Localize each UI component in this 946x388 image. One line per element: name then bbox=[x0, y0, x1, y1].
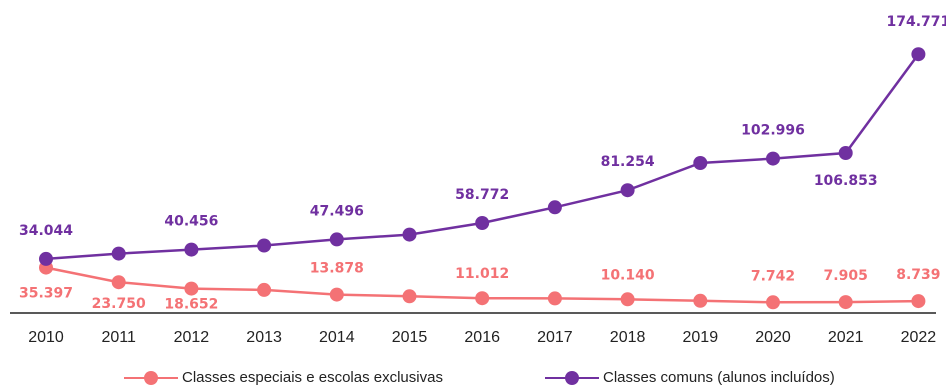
data-point-s1-2022 bbox=[911, 47, 926, 62]
data-point-s0-2014 bbox=[329, 287, 344, 302]
data-label-s1-2010: 34.044 bbox=[19, 223, 73, 239]
data-point-s1-2017 bbox=[547, 200, 562, 215]
data-label-s0-2010: 35.397 bbox=[19, 286, 73, 302]
data-point-s1-2012 bbox=[184, 242, 199, 257]
series-layer bbox=[39, 47, 926, 310]
legend-label-special: Classes especiais e escolas exclusivas bbox=[182, 369, 443, 386]
x-tick-label-2014: 2014 bbox=[319, 329, 355, 346]
data-point-s1-2010 bbox=[39, 251, 53, 266]
data-point-s1-2019 bbox=[693, 156, 708, 170]
x-tick-label-2013: 2013 bbox=[246, 329, 282, 346]
data-point-s0-2021 bbox=[838, 295, 853, 310]
data-label-s0-2021: 7.905 bbox=[824, 268, 868, 284]
data-point-s0-2019 bbox=[693, 293, 708, 308]
x-tick-layer: 2010 2011 2012 2013 2014 2015 2016 2017 2018 2019… bbox=[28, 329, 936, 346]
data-point-s1-2011 bbox=[111, 246, 126, 261]
data-point-s1-2016 bbox=[475, 216, 490, 230]
data-point-s0-2011 bbox=[111, 275, 126, 290]
x-tick-label-2015: 2015 bbox=[392, 329, 428, 346]
data-label-s0-2016: 11.012 bbox=[455, 266, 509, 282]
data-point-s0-2020 bbox=[766, 295, 780, 310]
data-label-s0-2018: 10.140 bbox=[601, 267, 655, 283]
x-tick-label-2020: 2020 bbox=[755, 329, 791, 346]
data-point-s0-2022 bbox=[911, 294, 926, 309]
x-tick-label-2010: 2010 bbox=[28, 329, 64, 346]
data-label-s1-2021: 106.853 bbox=[814, 173, 878, 189]
legend-label-common: Classes comuns (alunos incluídos) bbox=[603, 369, 835, 386]
data-point-s0-2015 bbox=[402, 289, 417, 304]
data-label-s1-2022: 174.771 bbox=[887, 14, 946, 30]
data-point-s1-2015 bbox=[402, 227, 417, 242]
data-point-s0-2018 bbox=[620, 292, 635, 307]
data-point-s1-2013 bbox=[257, 238, 272, 253]
data-point-s1-2021 bbox=[838, 146, 853, 160]
x-tick-label-2021: 2021 bbox=[828, 329, 864, 346]
data-label-s1-2012: 40.456 bbox=[164, 214, 218, 230]
data-label-s1-2020: 102.996 bbox=[741, 123, 805, 139]
data-label-s1-2018: 81.254 bbox=[601, 154, 655, 170]
x-tick-label-2022: 2022 bbox=[901, 329, 937, 346]
legend-swatch-common bbox=[545, 370, 599, 385]
data-point-s0-2012 bbox=[184, 281, 199, 296]
x-tick-label-2012: 2012 bbox=[174, 329, 210, 346]
data-point-s0-2013 bbox=[257, 282, 272, 297]
x-tick-label-2017: 2017 bbox=[537, 329, 573, 346]
data-label-s0-2011: 23.750 bbox=[92, 296, 146, 312]
data-label-s0-2022: 8.739 bbox=[896, 267, 940, 283]
x-tick-label-2019: 2019 bbox=[683, 329, 719, 346]
legend-swatch-special bbox=[124, 370, 178, 385]
x-tick-label-2016: 2016 bbox=[464, 329, 500, 346]
legend: Classes especiais e escolas exclusivas C… bbox=[0, 369, 946, 388]
data-point-s0-2016 bbox=[475, 291, 490, 306]
x-tick-label-2011: 2011 bbox=[101, 329, 136, 346]
data-label-layer: 35.397 23.750 18.652 13.878 11.012 10.140 7.74… bbox=[19, 14, 946, 312]
data-point-s1-2014 bbox=[329, 232, 344, 247]
legend-item-common: Classes comuns (alunos incluídos) bbox=[545, 369, 835, 386]
data-label-s0-2014: 13.878 bbox=[310, 261, 364, 277]
data-label-s0-2012: 18.652 bbox=[164, 297, 218, 313]
line-chart: 35.397 23.750 18.652 13.878 11.012 10.140 7.74… bbox=[10, 14, 946, 346]
data-label-s0-2020: 7.742 bbox=[751, 268, 795, 284]
legend-marker-special bbox=[144, 370, 158, 385]
data-label-s1-2016: 58.772 bbox=[455, 187, 509, 203]
data-label-s1-2014: 47.496 bbox=[310, 203, 364, 219]
data-point-s1-2020 bbox=[766, 151, 780, 166]
legend-marker-common bbox=[565, 370, 579, 385]
data-point-s1-2018 bbox=[620, 183, 635, 198]
legend-item-special: Classes especiais e escolas exclusivas bbox=[124, 369, 443, 386]
data-point-s0-2017 bbox=[547, 291, 562, 306]
x-tick-label-2018: 2018 bbox=[610, 329, 646, 346]
